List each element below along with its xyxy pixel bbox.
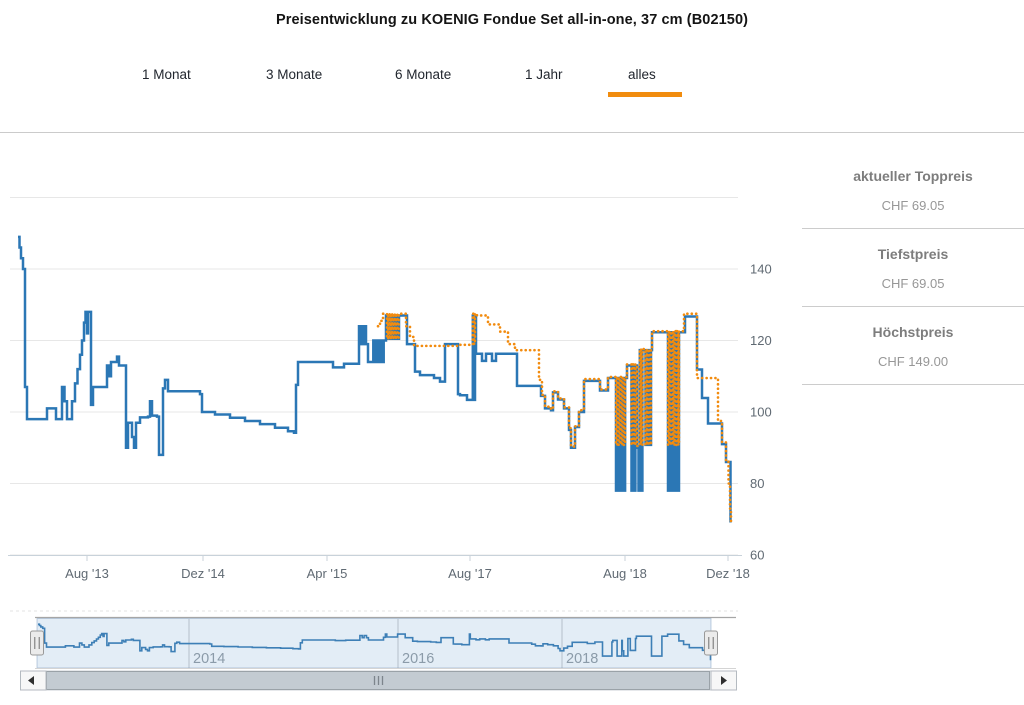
- range-button-1-monat[interactable]: 1 Monat: [142, 67, 191, 82]
- toppreis-value: CHF 69.05: [881, 198, 945, 213]
- summary-item-hoechstpreis: Höchstpreis CHF 149.00: [802, 307, 1024, 385]
- navigator-mask[interactable]: [36, 618, 712, 669]
- toppreis-dotted-series: [376, 312, 733, 524]
- chevron-right-icon: [721, 676, 727, 685]
- navigator-year-label: 2016: [402, 651, 434, 667]
- navigator-handle-left[interactable]: [30, 630, 44, 656]
- summary-item-tiefstpreis: Tiefstpreis CHF 69.05: [802, 229, 1024, 307]
- y-axis-label: 140: [750, 262, 772, 277]
- hoechstpreis-label: Höchstpreis: [872, 324, 954, 340]
- x-axis-label: Aug '17: [448, 566, 492, 581]
- y-axis-label: 120: [750, 333, 772, 348]
- hoechstpreis-value: CHF 149.00: [877, 354, 949, 369]
- navigator-year-label: 2014: [193, 651, 225, 667]
- x-axis-label: Aug '13: [65, 566, 109, 581]
- tiefstpreis-label: Tiefstpreis: [877, 246, 949, 262]
- price-summary-panel: aktueller Toppreis CHF 69.05 Tiefstpreis…: [802, 135, 1024, 385]
- page-title: Preisentwicklung zu KOENIG Fondue Set al…: [275, 12, 749, 28]
- tiefstpreis-value: CHF 69.05: [881, 276, 945, 291]
- price-chart: 140 120 100 80 60 Aug '13 Dez '14 Apr '15 Aug '1…: [8, 197, 772, 691]
- range-button-3-monate[interactable]: 3 Monate: [266, 67, 323, 82]
- header-separator: [0, 132, 1024, 133]
- y-axis-label: 100: [750, 405, 772, 420]
- y-axis-label: 80: [750, 476, 764, 491]
- x-axis-label: Apr '15: [307, 566, 348, 581]
- chevron-left-icon: [28, 676, 34, 685]
- x-axis-label: Dez '14: [181, 566, 225, 581]
- navigator-year-label: 2018: [566, 651, 598, 667]
- range-button-alles[interactable]: alles: [628, 67, 656, 82]
- navigator-series: [38, 623, 712, 661]
- x-axis-label: Aug '18: [603, 566, 647, 581]
- toppreis-label: aktueller Toppreis: [853, 168, 973, 184]
- range-button-6-monate[interactable]: 6 Monate: [395, 67, 452, 82]
- range-button-1-jahr[interactable]: 1 Jahr: [525, 67, 563, 82]
- y-axis-label: 60: [750, 548, 764, 563]
- navigator-handle-right[interactable]: [704, 630, 718, 656]
- selected-range-underline: [608, 92, 682, 97]
- summary-item-toppreis: aktueller Toppreis CHF 69.05: [802, 135, 1024, 229]
- x-axis-label: Dez '18: [706, 566, 750, 581]
